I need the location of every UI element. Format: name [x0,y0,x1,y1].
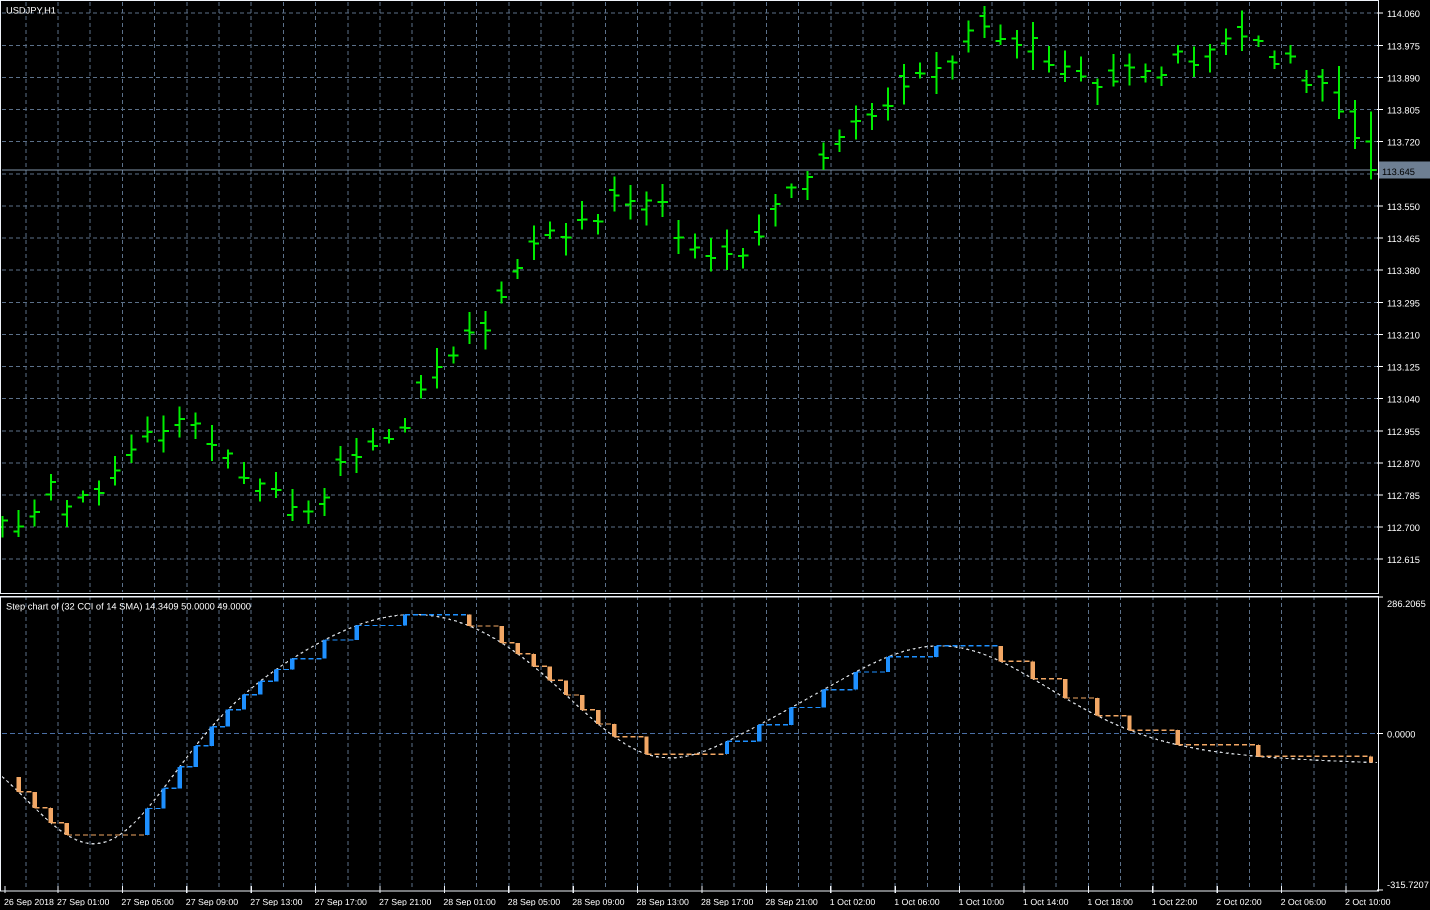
svg-text:27 Sep 13:00: 27 Sep 13:00 [250,897,302,906]
svg-text:112.700: 112.700 [1387,523,1420,533]
svg-text:28 Sep 21:00: 28 Sep 21:00 [765,897,817,906]
svg-text:1 Oct 10:00: 1 Oct 10:00 [959,897,1005,906]
svg-text:113.975: 113.975 [1387,41,1420,51]
svg-text:1 Oct 02:00: 1 Oct 02:00 [830,897,876,906]
svg-text:27 Sep 01:00: 27 Sep 01:00 [57,897,109,906]
svg-text:28 Sep 01:00: 28 Sep 01:00 [443,897,495,906]
svg-text:1 Oct 06:00: 1 Oct 06:00 [894,897,940,906]
svg-text:113.210: 113.210 [1387,330,1420,340]
svg-text:113.380: 113.380 [1387,266,1420,276]
svg-text:2 Oct 06:00: 2 Oct 06:00 [1281,897,1327,906]
svg-text:113.720: 113.720 [1387,138,1420,148]
svg-text:286.2065: 286.2065 [1387,599,1426,609]
svg-text:26 Sep 2018: 26 Sep 2018 [4,897,54,906]
svg-text:Step chart of (32 CCI of 14 SM: Step chart of (32 CCI of 14 SMA) 14.3409… [6,602,251,612]
svg-text:2 Oct 02:00: 2 Oct 02:00 [1216,897,1262,906]
svg-text:113.040: 113.040 [1387,395,1420,405]
svg-text:114.060: 114.060 [1387,9,1420,19]
svg-text:2 Oct 10:00: 2 Oct 10:00 [1345,897,1391,906]
svg-text:USDJPY,H1: USDJPY,H1 [6,6,56,16]
svg-text:1 Oct 22:00: 1 Oct 22:00 [1152,897,1198,906]
svg-text:1 Oct 18:00: 1 Oct 18:00 [1087,897,1133,906]
svg-text:112.870: 112.870 [1387,459,1420,469]
svg-text:113.465: 113.465 [1387,234,1420,244]
svg-text:1 Oct 14:00: 1 Oct 14:00 [1023,897,1069,906]
svg-text:113.125: 113.125 [1387,363,1420,373]
svg-text:112.785: 112.785 [1387,491,1420,501]
svg-text:113.295: 113.295 [1387,298,1420,308]
svg-text:28 Sep 05:00: 28 Sep 05:00 [508,897,560,906]
svg-text:113.550: 113.550 [1387,202,1420,212]
svg-text:27 Sep 05:00: 27 Sep 05:00 [121,897,173,906]
svg-text:112.955: 112.955 [1387,427,1420,437]
svg-text:27 Sep 21:00: 27 Sep 21:00 [379,897,431,906]
svg-text:0.0000: 0.0000 [1387,730,1415,740]
svg-text:28 Sep 17:00: 28 Sep 17:00 [701,897,753,906]
svg-text:27 Sep 17:00: 27 Sep 17:00 [315,897,367,906]
svg-text:112.615: 112.615 [1387,555,1420,565]
svg-text:113.645: 113.645 [1382,167,1415,177]
svg-text:28 Sep 09:00: 28 Sep 09:00 [572,897,624,906]
svg-text:113.890: 113.890 [1387,73,1420,83]
svg-text:113.805: 113.805 [1387,106,1420,116]
svg-text:27 Sep 09:00: 27 Sep 09:00 [186,897,238,906]
svg-text:28 Sep 13:00: 28 Sep 13:00 [637,897,689,906]
